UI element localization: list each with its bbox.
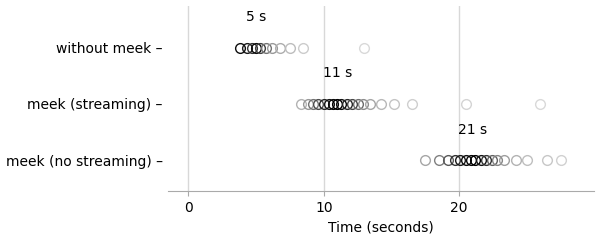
Text: 21 s: 21 s	[458, 123, 487, 137]
X-axis label: Time (seconds): Time (seconds)	[328, 221, 434, 234]
Text: 11 s: 11 s	[323, 66, 352, 80]
Text: 5 s: 5 s	[246, 10, 266, 24]
